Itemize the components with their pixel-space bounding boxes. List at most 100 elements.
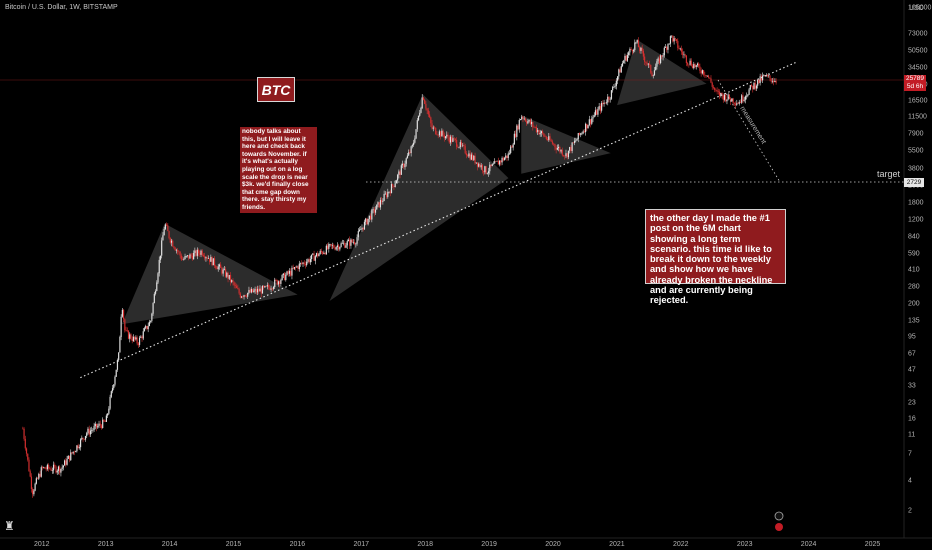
candle-body <box>261 286 264 294</box>
candle-body <box>286 271 288 275</box>
candle-body <box>269 287 271 290</box>
candle-body <box>331 245 334 246</box>
candle-body <box>264 285 266 288</box>
tradingview-logo-icon[interactable]: ♜ <box>4 519 15 533</box>
candle-body <box>667 44 669 50</box>
candle-body <box>548 136 550 140</box>
candle-body <box>524 118 527 122</box>
candle-body <box>188 255 190 259</box>
candle-body <box>372 209 374 211</box>
candle-body <box>174 248 176 251</box>
candle-body <box>753 83 755 90</box>
countdown: 5d 6h <box>906 83 924 90</box>
candle-body <box>25 448 28 454</box>
candle-body <box>680 48 683 52</box>
candle-body <box>669 36 672 44</box>
candle-body <box>344 242 346 248</box>
candle-body <box>36 478 39 479</box>
candle-body <box>516 125 518 137</box>
candle-body <box>137 343 139 345</box>
candle-body <box>114 376 116 385</box>
candle-body <box>368 215 370 219</box>
current-price-box: 25789 5d 6h <box>904 75 926 91</box>
x-tick-label: 2016 <box>290 541 306 548</box>
candle-body <box>684 54 686 56</box>
candle-body <box>126 330 128 331</box>
candle-body <box>181 259 184 261</box>
candle-body <box>245 296 248 297</box>
candle-body <box>92 429 94 431</box>
candle-body <box>728 94 731 99</box>
candle-body <box>598 106 600 109</box>
candle-body <box>228 275 230 279</box>
candle-body <box>335 247 337 250</box>
candle-body <box>169 238 171 243</box>
candle-body <box>238 289 240 294</box>
candle-body <box>558 147 560 148</box>
y-tick-label: 2 <box>908 508 912 515</box>
candle-body <box>768 75 770 77</box>
candle-body <box>528 119 530 122</box>
candle-body <box>508 153 511 154</box>
candle-body <box>431 123 433 129</box>
candle-body <box>484 166 486 173</box>
candle-body <box>716 90 718 92</box>
candle-body <box>201 250 203 256</box>
candle-body <box>631 49 633 52</box>
candle-body <box>726 99 728 102</box>
candle-body <box>115 369 117 377</box>
candle-body <box>77 445 79 448</box>
candle-body <box>33 490 35 495</box>
candle-body <box>98 423 100 426</box>
candle-body <box>534 126 536 128</box>
candle-body <box>537 129 539 132</box>
candle-body <box>430 117 432 124</box>
candle-body <box>57 466 60 471</box>
candle-body <box>647 63 649 65</box>
candle-body <box>427 110 429 115</box>
candle-body <box>608 96 610 100</box>
candle-body <box>138 337 141 345</box>
candle-body <box>266 285 268 287</box>
candle-body <box>605 102 608 104</box>
candle-body <box>303 262 305 265</box>
candle-body <box>771 81 774 82</box>
candle-body <box>315 253 318 257</box>
candle-body <box>152 303 154 314</box>
candle-body <box>699 66 701 71</box>
candle-body <box>231 280 233 282</box>
candle-body <box>34 483 36 491</box>
candle-body <box>291 267 293 276</box>
candle-body <box>592 116 594 119</box>
candle-body <box>489 164 491 172</box>
candle-body <box>222 269 224 274</box>
candle-body <box>526 121 528 124</box>
candle-body <box>76 445 78 452</box>
candle-body <box>641 47 643 51</box>
candle-body <box>666 46 668 50</box>
candle-body <box>625 55 627 61</box>
candle-body <box>540 131 543 134</box>
candle-body <box>465 153 468 156</box>
candle-body <box>629 49 631 53</box>
pattern-triangle <box>329 94 509 302</box>
candle-body <box>351 239 353 243</box>
candle-body <box>157 273 159 283</box>
candle-body <box>505 155 507 158</box>
candle-body <box>757 79 759 86</box>
candle-body <box>538 129 540 135</box>
candle-body <box>607 96 609 103</box>
candle-body <box>385 193 388 197</box>
candle-body <box>518 120 520 130</box>
y-tick-label: 73000 <box>908 31 928 38</box>
candle-body <box>179 251 181 256</box>
candle-body <box>560 149 562 152</box>
candle-body <box>436 134 438 136</box>
candle-body <box>411 145 413 147</box>
candle-body <box>48 464 50 469</box>
candle-body <box>688 64 690 66</box>
candle-body <box>703 70 705 75</box>
candle-body <box>292 267 294 269</box>
pattern-triangle <box>121 223 298 325</box>
